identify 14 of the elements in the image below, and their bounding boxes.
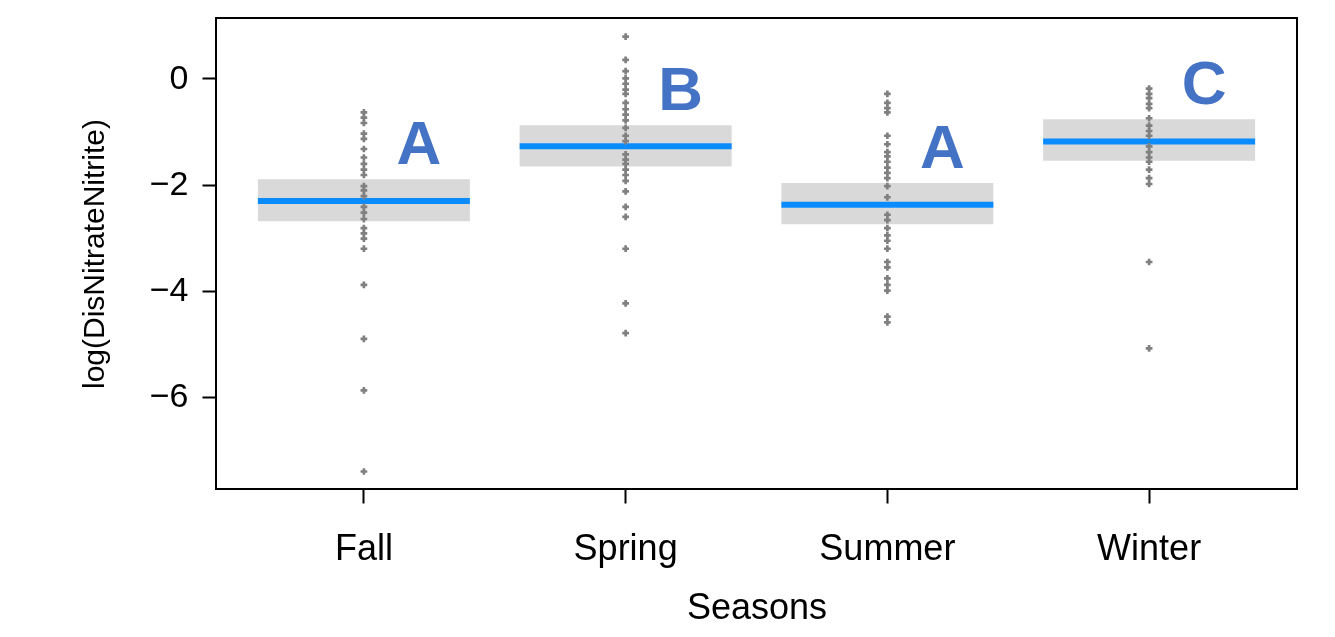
y-tick-label: −2	[149, 164, 189, 203]
x-axis-title: Seasons	[686, 585, 828, 627]
x-tick-label: Spring	[573, 526, 678, 568]
x-tick-label: Summer	[819, 526, 956, 568]
annotation: A	[919, 111, 965, 181]
annotation: C	[1181, 48, 1227, 118]
y-tick-label: −6	[149, 376, 189, 415]
annotation: B	[658, 54, 704, 124]
y-axis-title: log(DisNitrateNitrite)	[76, 118, 110, 390]
x-tick-label: Fall	[334, 526, 393, 568]
x-tick-label: Winter	[1097, 526, 1202, 568]
annotation: A	[396, 108, 442, 178]
y-tick-label: −4	[149, 270, 189, 309]
y-tick-label: 0	[169, 57, 189, 96]
